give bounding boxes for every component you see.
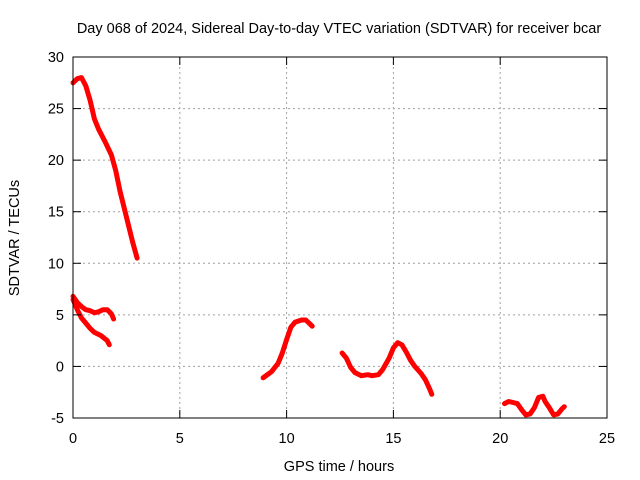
y-tick-label-20: 20: [48, 153, 64, 169]
y-axis-label: SDTVAR / TECUs: [7, 180, 23, 296]
y-tick-label-0: 0: [56, 359, 64, 375]
x-tick-label-25: 25: [599, 431, 615, 447]
x-tick-label-5: 5: [176, 431, 184, 447]
x-axis-label: GPS time / hours: [284, 459, 394, 475]
series-pass-3: [70, 296, 112, 348]
y-tick-label--5: -5: [51, 411, 64, 427]
chart-title: Day 068 of 2024, Sidereal Day-to-day VTE…: [77, 21, 602, 37]
x-tick-label-20: 20: [492, 431, 508, 447]
y-tick-label-15: 15: [48, 205, 64, 221]
plot-frame: [72, 56, 608, 419]
y-tick-label-5: 5: [56, 308, 64, 324]
series-pass-1: [70, 75, 140, 261]
y-tick-label-25: 25: [48, 102, 64, 118]
series-pass-2: [70, 293, 117, 322]
series-pass-6: [502, 393, 567, 418]
series-pass-4: [260, 317, 315, 381]
x-tick-label-15: 15: [385, 431, 401, 447]
y-tick-label-30: 30: [48, 50, 64, 66]
grid-lines: [73, 57, 607, 418]
x-tick-label-0: 0: [69, 431, 77, 447]
data-series: [70, 75, 567, 418]
series-pass-5: [339, 340, 435, 397]
y-tick-label-10: 10: [48, 256, 64, 272]
axis-ticks: 0 5 10 15 20 25 -5 0 5 10 15 20 25 30: [48, 50, 615, 447]
x-tick-label-10: 10: [279, 431, 295, 447]
